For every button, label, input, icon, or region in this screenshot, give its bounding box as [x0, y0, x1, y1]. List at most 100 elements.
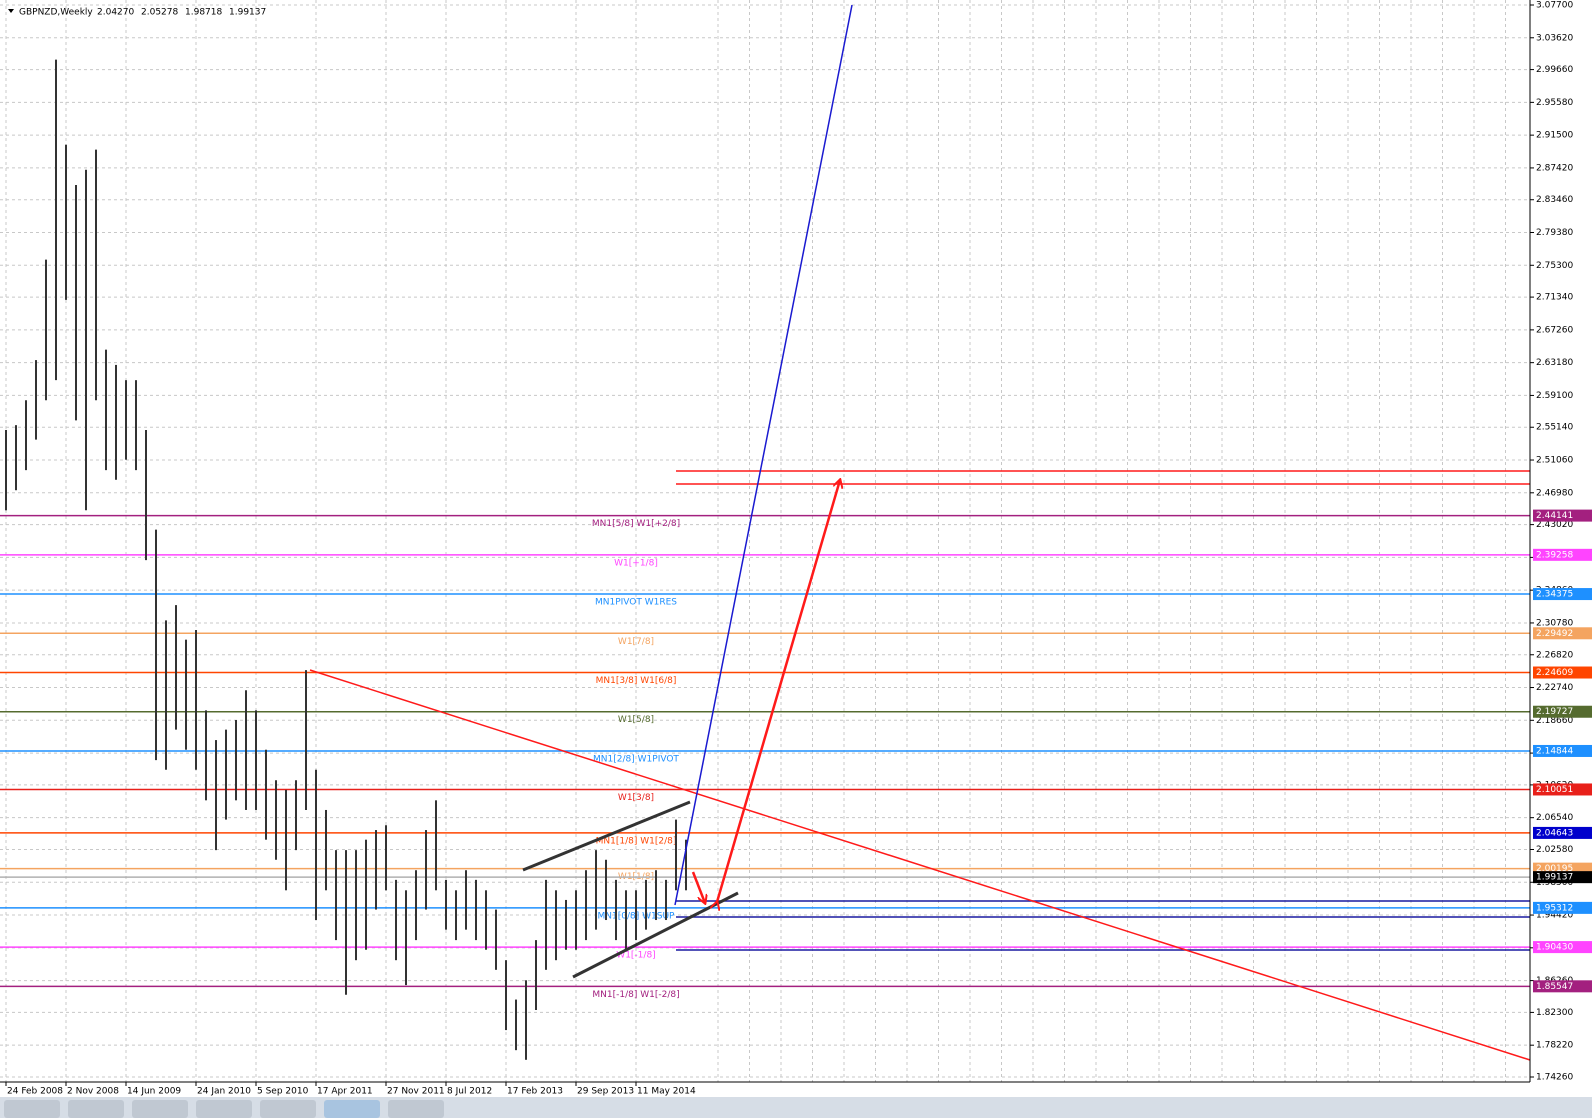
y-tick-label: 2.83460	[1536, 195, 1573, 205]
price-tag-label: 2.10051	[1536, 785, 1573, 795]
taskbar-button[interactable]	[388, 1100, 444, 1118]
x-tick-label: 29 Sep 2013	[577, 1087, 634, 1097]
level-name: W1[+1/8]	[614, 558, 658, 568]
header-price: 1.99137	[229, 8, 266, 18]
price-tag-label: 1.95312	[1536, 903, 1573, 913]
x-tick-label: 24 Jan 2010	[197, 1087, 251, 1097]
y-tick-label: 1.82300	[1536, 1008, 1573, 1018]
y-tick-label: 2.06540	[1536, 813, 1573, 823]
price-tag	[1533, 826, 1592, 839]
level-name: MN1[2/8] W1PIVOT	[593, 754, 679, 764]
trend-line	[309, 669, 1531, 1061]
drawings	[309, 4, 1531, 1061]
price-tag	[1533, 744, 1592, 757]
y-tick-label: 2.22740	[1536, 683, 1573, 693]
y-tick-label: 2.59100	[1536, 391, 1573, 401]
taskbar	[0, 1097, 1592, 1118]
y-tick-label: 2.99660	[1536, 65, 1573, 75]
projection-line	[674, 4, 853, 906]
y-tick-label: 1.78220	[1536, 1041, 1573, 1051]
price-tag	[1533, 871, 1592, 884]
price-tag-label: 2.44141	[1536, 511, 1573, 521]
menu-arrow	[8, 9, 14, 13]
price-tag	[1533, 705, 1592, 718]
price-tag-label: 2.34375	[1536, 590, 1573, 600]
x-tick-label: 27 Nov 2011	[387, 1087, 445, 1097]
header-prices: 2.04270 2.05278 1.98718 1.99137	[97, 8, 266, 18]
header-price: 2.04270	[97, 8, 134, 18]
y-tick-label: 2.30780	[1536, 618, 1573, 628]
price-tag-label: 2.19727	[1536, 707, 1573, 717]
level-name: W1[5/8]	[618, 715, 654, 725]
y-tick-label: 2.87420	[1536, 163, 1573, 173]
price-tag-label: 2.04643	[1536, 828, 1573, 838]
x-tick-label: 5 Sep 2010	[257, 1087, 309, 1097]
level-name: MN1PIVOT W1RES	[595, 598, 677, 608]
taskbar-button[interactable]	[68, 1100, 124, 1118]
x-tick-label: 17 Feb 2013	[507, 1087, 563, 1097]
level-name: MN1[1/8] W1[2/8]	[596, 836, 677, 846]
price-tag-label: 1.99137	[1536, 873, 1573, 883]
header-price: 2.05278	[141, 8, 178, 18]
price-tag-label: 2.29492	[1536, 629, 1573, 639]
y-tick-label: 2.55140	[1536, 423, 1573, 433]
channel-line	[522, 800, 691, 872]
level-name: W1[3/8]	[618, 793, 654, 803]
price-tag	[1533, 666, 1592, 679]
y-tick-label: 2.79380	[1536, 228, 1573, 238]
y-tick-label: 2.91500	[1536, 131, 1573, 141]
x-tick-label: 17 Apr 2011	[317, 1087, 373, 1097]
taskbar-button[interactable]	[324, 1100, 380, 1118]
price-tag-label: 2.14844	[1536, 746, 1573, 756]
price-tag-label: 2.24609	[1536, 668, 1573, 678]
taskbar-button[interactable]	[260, 1100, 316, 1118]
bars	[5, 59, 687, 1060]
y-tick-label: 2.71340	[1536, 293, 1573, 303]
y-tick-label: 2.51060	[1536, 456, 1573, 466]
x-tick-label: 2 Nov 2008	[67, 1087, 119, 1097]
price-tag	[1533, 627, 1592, 640]
y-tick-label: 2.43020	[1536, 520, 1573, 530]
level-name: MN1[5/8] W1[+2/8]	[592, 519, 680, 529]
y-tick-label: 1.94420	[1536, 911, 1573, 921]
price-tag	[1533, 509, 1592, 522]
price-tag	[1533, 783, 1592, 796]
y-tick-label: 2.75300	[1536, 261, 1573, 271]
axes: 3.07700 3.03620 2.99660 2.95580 2.91500 2.874…	[5, 1, 1592, 1097]
price-tag	[1533, 941, 1592, 954]
taskbar-button[interactable]	[196, 1100, 252, 1118]
x-tick-label: 14 Jun 2009	[127, 1087, 181, 1097]
price-tag-label: 2.00195	[1536, 864, 1573, 874]
level-name: W1[-1/8]	[616, 951, 655, 961]
price-tag-label: 2.39258	[1536, 550, 1573, 560]
y-tick-label: 2.26820	[1536, 650, 1573, 660]
y-tick-label: 2.02580	[1536, 845, 1573, 855]
level-name: MN1[3/8] W1[6/8]	[596, 676, 677, 686]
taskbar-button[interactable]	[132, 1100, 188, 1118]
x-tick-label: 11 May 2014	[637, 1087, 696, 1097]
y-tick-label: 2.95580	[1536, 98, 1573, 108]
level-name: W1[7/8]	[618, 637, 654, 647]
y-tick-label: 2.63180	[1536, 358, 1573, 368]
level-name: MN1[-1/8] W1[-2/8]	[592, 990, 679, 1000]
y-tick-label: 2.46980	[1536, 488, 1573, 498]
taskbar-button[interactable]	[4, 1100, 60, 1118]
y-tick-label: 2.18660	[1536, 716, 1573, 726]
header-price: 1.98718	[185, 8, 222, 18]
x-tick-label: 8 Jul 2012	[447, 1087, 492, 1097]
x-tick-label: 24 Feb 2008	[7, 1087, 63, 1097]
arrow	[717, 480, 840, 902]
price-tag	[1533, 980, 1592, 993]
price-tag	[1533, 588, 1592, 601]
chart-title: GBPNZD,Weekly	[19, 8, 93, 18]
price-tag-label: 1.85547	[1536, 982, 1573, 992]
price-tag	[1533, 548, 1592, 561]
y-tick-label: 3.03620	[1536, 33, 1573, 43]
price-tag	[1533, 901, 1592, 914]
y-tick-label: 1.74260	[1536, 1073, 1573, 1083]
y-tick-label: 2.67260	[1536, 325, 1573, 335]
arrow	[691, 871, 705, 903]
price-tag-label: 1.90430	[1536, 943, 1573, 953]
